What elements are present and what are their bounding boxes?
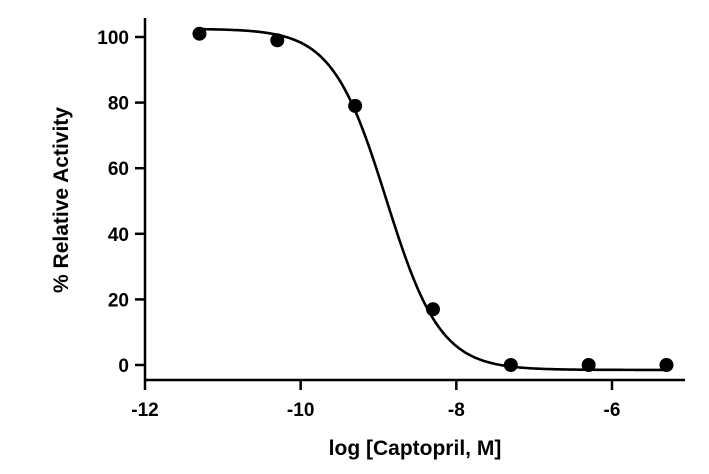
y-axis: 0 20 40 60 80 100 (97, 18, 147, 380)
y-tick-label: 40 (108, 225, 129, 246)
x-tick-label: -6 (604, 400, 621, 421)
x-tick-label: -8 (448, 400, 465, 421)
x-axis-ticks: -12 -10 -8 -6 (131, 380, 620, 421)
y-tick-label: 80 (108, 94, 129, 115)
y-axis-title: % Relative Activity (50, 107, 73, 293)
data-point (581, 358, 596, 372)
data-point (503, 358, 518, 372)
plot-area (192, 26, 674, 372)
y-tick-label: 20 (108, 290, 129, 311)
x-axis-title: log [Captopril, M] (329, 437, 502, 460)
data-points (192, 26, 674, 372)
data-point (425, 302, 440, 317)
y-axis-ticks: 0 20 40 60 80 100 (97, 28, 145, 377)
x-tick-label: -12 (131, 400, 158, 421)
x-axis: -12 -10 -8 -6 (131, 378, 685, 421)
y-tick-label: 100 (97, 28, 129, 49)
x-tick-label: -10 (287, 400, 314, 421)
data-point (192, 26, 207, 41)
fit-curve (199, 27, 667, 372)
y-tick-label: 60 (108, 159, 129, 180)
y-tick-label: 0 (118, 356, 129, 377)
data-point (270, 33, 285, 48)
data-point (348, 98, 363, 113)
data-point (659, 358, 674, 372)
